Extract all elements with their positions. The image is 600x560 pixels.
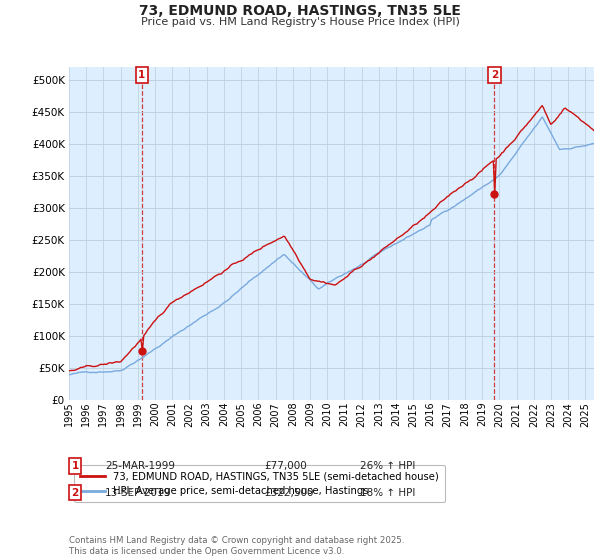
- Text: Contains HM Land Registry data © Crown copyright and database right 2025.
This d: Contains HM Land Registry data © Crown c…: [69, 536, 404, 556]
- Text: 18% ↑ HPI: 18% ↑ HPI: [360, 488, 415, 498]
- Text: 1: 1: [71, 461, 79, 471]
- Text: Price paid vs. HM Land Registry's House Price Index (HPI): Price paid vs. HM Land Registry's House …: [140, 17, 460, 27]
- Text: 1: 1: [138, 70, 145, 80]
- Text: 25-MAR-1999: 25-MAR-1999: [105, 461, 175, 471]
- Legend: 73, EDMUND ROAD, HASTINGS, TN35 5LE (semi-detached house), HPI: Average price, s: 73, EDMUND ROAD, HASTINGS, TN35 5LE (sem…: [74, 465, 445, 502]
- Text: 13-SEP-2019: 13-SEP-2019: [105, 488, 171, 498]
- Text: 26% ↑ HPI: 26% ↑ HPI: [360, 461, 415, 471]
- Text: 2: 2: [491, 70, 498, 80]
- Text: £77,000: £77,000: [264, 461, 307, 471]
- Text: £322,500: £322,500: [264, 488, 314, 498]
- Text: 2: 2: [71, 488, 79, 498]
- Text: 73, EDMUND ROAD, HASTINGS, TN35 5LE: 73, EDMUND ROAD, HASTINGS, TN35 5LE: [139, 4, 461, 18]
